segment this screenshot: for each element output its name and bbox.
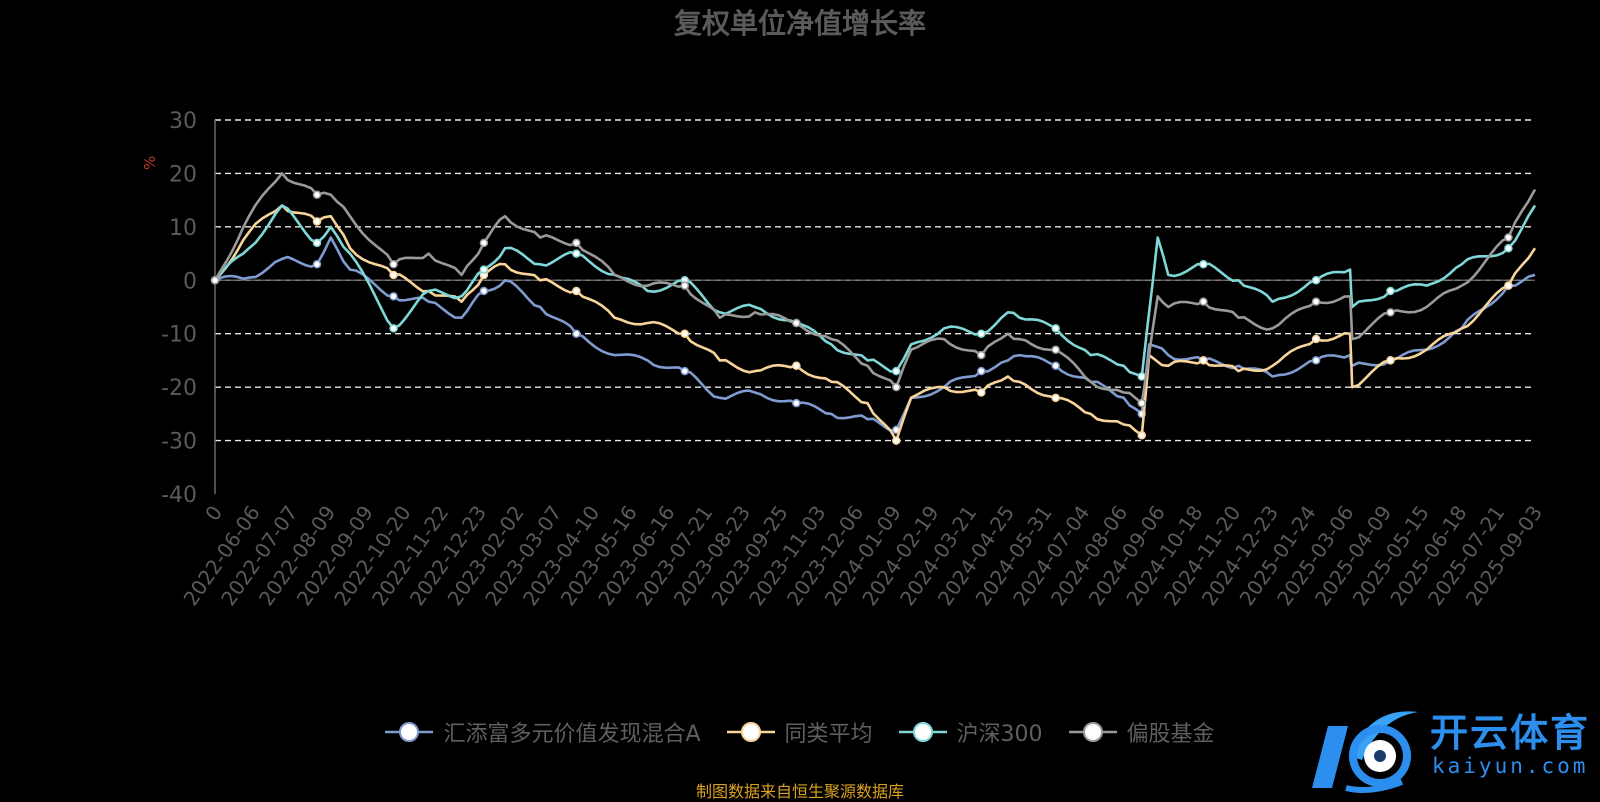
data-point [389, 324, 398, 333]
series-3 [210, 172, 1537, 408]
series-line [214, 204, 1537, 378]
data-point [572, 329, 581, 338]
data-point [1311, 276, 1321, 285]
data-point [977, 366, 986, 376]
data-point [572, 238, 581, 248]
data-point [1199, 356, 1208, 365]
data-point [1386, 308, 1395, 317]
series-lines [210, 172, 1537, 445]
series-2 [210, 204, 1537, 381]
data-point [1311, 334, 1321, 344]
data-point [572, 286, 581, 296]
data-point [572, 249, 581, 258]
logo-url: kaiyun.com [1432, 754, 1589, 778]
y-tick-label: 30 [169, 109, 197, 134]
data-point [680, 329, 690, 338]
chart-title: 复权单位净值增长率 [673, 7, 926, 40]
data-point [1051, 345, 1060, 354]
data-point [977, 329, 986, 338]
series-line [214, 204, 1537, 442]
data-point [977, 388, 986, 397]
legend-item[interactable]: 沪深300 [898, 716, 1043, 748]
data-point [312, 238, 322, 248]
y-axis-label: % [141, 156, 159, 170]
data-point [479, 238, 489, 248]
data-point [389, 270, 398, 280]
data-point [1199, 260, 1208, 269]
legend-label: 沪深300 [956, 722, 1043, 747]
data-point [680, 366, 690, 376]
legend-marker [1068, 722, 1117, 742]
axes: 3020100-10-20-30-4002022-06-062022-07-07… [161, 109, 1547, 610]
data-point [1311, 356, 1321, 365]
legend: 汇添富多元价值发现混合A 同类平均 沪深300 偏股基金 [0, 716, 1600, 748]
data-point [479, 286, 489, 296]
data-point [977, 350, 986, 360]
data-point [892, 382, 901, 392]
data-point [1137, 398, 1147, 408]
series-0 [210, 236, 1536, 435]
kaiyun-logo: 开云体育 kaiyun.com [1310, 696, 1600, 800]
data-point [1311, 297, 1321, 306]
legend-marker [898, 722, 947, 742]
data-point [792, 361, 801, 371]
data-point [892, 366, 901, 376]
y-tick-label: 10 [169, 216, 197, 241]
series-line [213, 172, 1537, 405]
legend-label: 偏股基金 [1126, 722, 1215, 747]
kaiyun-logo-icon [1312, 711, 1418, 793]
data-point [1386, 356, 1395, 365]
data-point [312, 260, 322, 269]
y-tick-label: 20 [169, 162, 197, 187]
data-point [389, 292, 398, 301]
y-tick-label: -20 [161, 376, 197, 401]
data-point [1137, 372, 1147, 381]
data-point [792, 398, 801, 408]
legend-item[interactable]: 同类平均 [726, 716, 873, 748]
data-point [680, 281, 690, 290]
legend-label: 汇添富多元价值发现混合A [443, 722, 701, 747]
data-point [1504, 243, 1513, 253]
legend-marker [385, 722, 434, 742]
legend-item[interactable]: 汇添富多元价值发现混合A [385, 716, 701, 748]
data-point [1051, 361, 1060, 371]
y-tick-label: -10 [161, 323, 197, 348]
y-tick-label: -40 [161, 483, 197, 508]
data-point [479, 265, 489, 274]
data-point [892, 436, 901, 445]
data-point [389, 260, 398, 269]
source-note: 制图数据来自恒生聚源数据库 [695, 782, 904, 801]
logo-text: 开云体育 [1430, 711, 1591, 755]
y-tick-label: 0 [183, 269, 197, 294]
data-point [312, 190, 322, 200]
legend-item[interactable]: 偏股基金 [1068, 716, 1215, 748]
legend-label: 同类平均 [784, 722, 873, 747]
data-point [1504, 281, 1513, 290]
x-tick-label: 0 [200, 501, 227, 525]
data-point [312, 217, 322, 226]
data-point [1199, 297, 1208, 306]
data-point [210, 276, 220, 285]
legend-marker [726, 722, 775, 742]
y-tick-label: -30 [161, 430, 197, 455]
series-line [214, 236, 1536, 432]
data-point [1137, 430, 1147, 440]
data-point [1051, 324, 1060, 333]
data-point [792, 318, 801, 328]
series-1 [210, 204, 1537, 445]
data-point [1504, 233, 1513, 242]
data-point [1051, 393, 1060, 403]
data-point [1386, 286, 1395, 296]
